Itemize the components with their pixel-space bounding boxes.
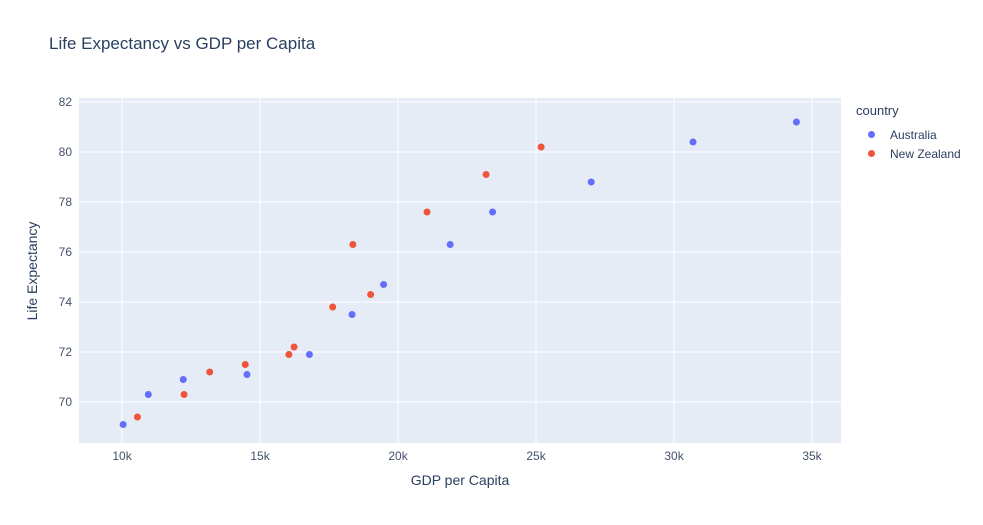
scatter-point-australia[interactable] xyxy=(179,376,187,383)
plot-background[interactable] xyxy=(79,98,841,443)
scatter-point-australia[interactable] xyxy=(243,371,251,378)
scatter-point-new-zealand[interactable] xyxy=(180,391,188,398)
scatter-point-australia[interactable] xyxy=(489,208,497,216)
x-tick-label: 20k xyxy=(388,449,408,463)
legend-item-new-zealand[interactable]: New Zealand xyxy=(856,144,961,163)
legend-marker-icon xyxy=(868,131,875,138)
scatter-point-new-zealand[interactable] xyxy=(329,303,337,311)
scatter-point-australia[interactable] xyxy=(792,118,800,126)
y-tick-label: 76 xyxy=(59,245,73,259)
y-tick-label: 70 xyxy=(59,395,73,409)
chart-title: Life Expectancy vs GDP per Capita xyxy=(49,34,316,53)
scatter-point-australia[interactable] xyxy=(305,351,313,358)
scatter-point-australia[interactable] xyxy=(119,421,127,428)
legend-title: country xyxy=(856,103,899,118)
scatter-point-australia[interactable] xyxy=(144,391,152,398)
x-tick-label: 30k xyxy=(664,449,684,463)
scatter-point-new-zealand[interactable] xyxy=(285,351,293,358)
scatter-point-new-zealand[interactable] xyxy=(349,241,357,248)
legend-marker-icon xyxy=(868,150,875,157)
scatter-point-new-zealand[interactable] xyxy=(537,143,545,151)
scatter-point-australia[interactable] xyxy=(380,281,388,288)
legend-item-label: New Zealand xyxy=(890,146,961,161)
scatter-point-australia[interactable] xyxy=(446,241,454,248)
scatter-point-australia[interactable] xyxy=(348,311,356,318)
x-tick-label: 15k xyxy=(250,449,270,463)
scatter-point-australia[interactable] xyxy=(587,178,595,186)
legend: country Australia New Zealand xyxy=(856,103,961,163)
scatter-point-new-zealand[interactable] xyxy=(290,343,298,351)
scatter-point-new-zealand[interactable] xyxy=(241,361,249,368)
y-tick-label: 80 xyxy=(59,145,73,159)
y-tick-label: 78 xyxy=(59,195,73,209)
legend-item-label: Australia xyxy=(890,127,937,142)
scatter-point-new-zealand[interactable] xyxy=(133,413,141,421)
y-tick-label: 72 xyxy=(59,345,73,359)
x-tick-label: 35k xyxy=(802,449,822,463)
x-tick-label: 25k xyxy=(526,449,546,463)
scatter-point-new-zealand[interactable] xyxy=(367,291,375,298)
scatter-point-new-zealand[interactable] xyxy=(482,171,490,178)
scatter-point-new-zealand[interactable] xyxy=(423,208,431,216)
scatter-point-new-zealand[interactable] xyxy=(206,368,214,376)
x-axis-title: GDP per Capita xyxy=(410,472,510,488)
scatter-point-australia[interactable] xyxy=(689,138,697,146)
y-axis-title: Life Expectancy xyxy=(24,221,40,321)
legend-items: Australia New Zealand xyxy=(856,125,961,163)
x-tick-label: 10k xyxy=(112,449,132,463)
y-tick-label: 82 xyxy=(59,95,73,109)
y-tick-label: 74 xyxy=(59,295,73,309)
legend-item-australia[interactable]: Australia xyxy=(856,125,961,144)
